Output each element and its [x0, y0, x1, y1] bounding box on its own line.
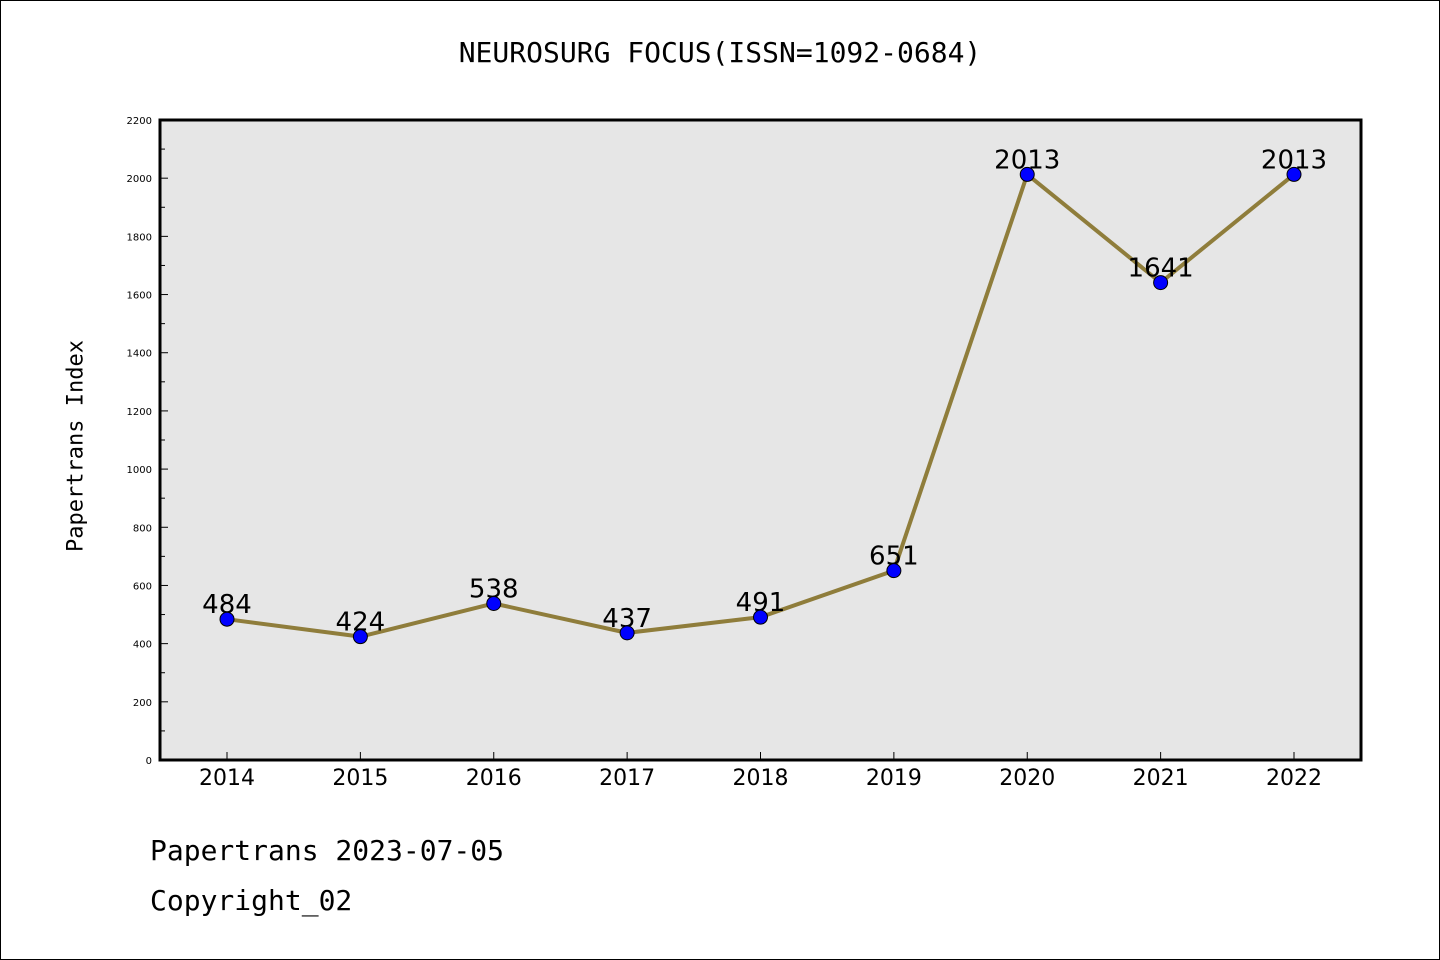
data-point: [619, 625, 635, 641]
x-tick-label: 2018: [733, 766, 789, 791]
x-tick-label: 2019: [866, 766, 922, 791]
y-tick-label: 1000: [127, 465, 152, 476]
x-tick-label: 2016: [466, 766, 522, 791]
x-tick-label: 2022: [1266, 766, 1322, 791]
y-tick-label: 200: [133, 698, 152, 709]
x-tick-label: 2014: [199, 766, 255, 791]
y-tick-label: 0: [146, 756, 152, 767]
data-point: [753, 609, 768, 625]
y-tick-label: 400: [133, 640, 152, 651]
plot-border: [158, 118, 1363, 762]
y-tick-label: 1400: [127, 349, 152, 360]
data-point: [1153, 275, 1169, 291]
chart-title: NEUROSURG FOCUS(ISSN=1092-0684): [458, 36, 982, 69]
data-point: [486, 595, 502, 611]
x-tick-label: 2015: [332, 766, 388, 791]
data-point: [886, 563, 902, 579]
y-tick-label: 1600: [127, 291, 152, 302]
footer-copyright: Copyright_02: [150, 884, 353, 917]
footer-date: Papertrans 2023-07-05: [150, 834, 505, 867]
y-tick-label: 1800: [127, 232, 152, 243]
plot-area: [160, 120, 1361, 760]
x-tick-label: 2020: [999, 766, 1055, 791]
x-tick-label: 2017: [599, 766, 655, 791]
y-tick-label: 1200: [127, 407, 152, 418]
data-point: [1286, 166, 1302, 182]
data-point: [1019, 166, 1035, 182]
y-tick-label: 2000: [127, 174, 152, 185]
data-point: [219, 611, 235, 627]
y-tick-label: 2200: [127, 116, 152, 127]
data-point: [352, 629, 368, 645]
x-tick-label: 2021: [1133, 766, 1189, 791]
y-tick-label: 800: [133, 523, 152, 534]
y-tick-label: 600: [133, 581, 152, 592]
